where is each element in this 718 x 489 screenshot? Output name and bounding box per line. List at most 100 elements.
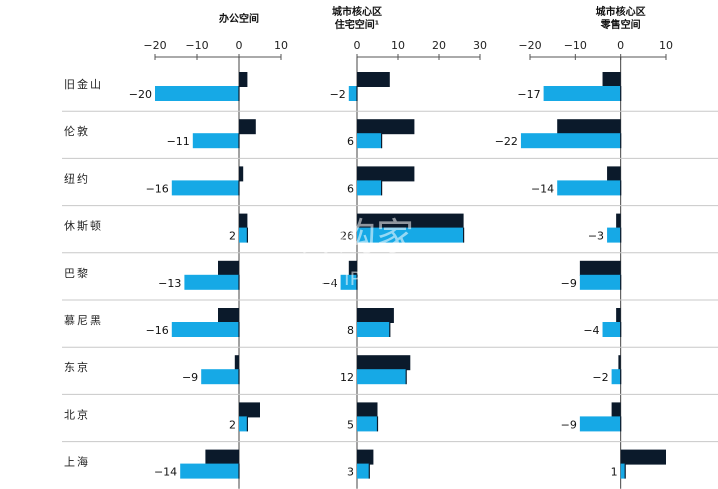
bar-dark — [357, 355, 411, 371]
category-label: 巴黎 — [64, 266, 90, 280]
category-label: 伦敦 — [64, 124, 90, 138]
bar-blue — [579, 416, 621, 432]
tick-label: 10 — [391, 39, 405, 52]
bar-dark — [239, 213, 248, 229]
data-label: 3 — [347, 466, 354, 479]
bar-dark — [218, 308, 239, 323]
bar-dark — [357, 72, 390, 87]
category-label: 纽约 — [64, 171, 90, 185]
bar-blue — [357, 416, 378, 432]
panel-title: 办公空间 — [219, 12, 259, 25]
data-label: −16 — [146, 324, 169, 337]
bar-blue — [557, 180, 621, 196]
bar-blue — [543, 86, 621, 101]
bar-dark — [602, 72, 621, 87]
bar-dark — [618, 355, 621, 371]
tick-label: 30 — [473, 39, 487, 52]
bar-blue — [155, 86, 239, 101]
data-label: −2 — [592, 371, 608, 384]
category-label: 慕尼黑 — [64, 313, 103, 327]
data-label: 2 — [229, 418, 236, 431]
data-label: 8 — [347, 324, 354, 337]
tick-label: 10 — [659, 39, 673, 52]
bar-dark — [239, 166, 244, 182]
bar-dark — [357, 119, 415, 135]
data-label: −14 — [531, 182, 554, 195]
data-label: −3 — [588, 230, 604, 243]
category-label: 旧金山 — [64, 77, 103, 91]
bar-blue — [184, 274, 239, 290]
bar-dark — [616, 213, 621, 229]
bar-dark — [616, 308, 621, 323]
category-label: 北京 — [64, 407, 90, 421]
data-label: −9 — [561, 418, 577, 431]
data-label: −17 — [517, 88, 540, 101]
data-label: 6 — [347, 135, 354, 148]
bar-blue — [607, 227, 621, 243]
data-label: 2 — [229, 230, 236, 243]
bar-blue — [357, 463, 370, 479]
category-label: 上海 — [64, 455, 90, 469]
bar-blue — [340, 274, 357, 290]
data-label: −9 — [561, 277, 577, 290]
bar-dark — [234, 355, 239, 371]
bar-dark — [611, 402, 621, 418]
panel-title: 住宅空间¹ — [335, 18, 379, 31]
tick-label: 0 — [236, 39, 243, 52]
bar-dark — [620, 449, 666, 465]
tick-label: −20 — [143, 39, 166, 52]
category-label: 东京 — [64, 360, 90, 374]
bar-blue — [357, 180, 382, 196]
bar-dark — [357, 213, 464, 229]
tick-label: −10 — [185, 39, 208, 52]
data-label: −9 — [182, 371, 198, 384]
bar-dark — [218, 260, 239, 276]
bar-dark — [239, 119, 256, 135]
panel-title: 零售空间 — [600, 18, 641, 31]
bar-blue — [357, 322, 390, 337]
tick-label: −20 — [518, 39, 541, 52]
tick-label: 20 — [432, 39, 446, 52]
tick-label: −10 — [564, 39, 587, 52]
data-label: 1 — [611, 466, 618, 479]
bar-blue — [357, 227, 464, 243]
bar-dark — [607, 166, 621, 182]
bar-blue — [602, 322, 621, 337]
data-label: −14 — [154, 466, 177, 479]
panel-title: 城市核心区 — [596, 5, 646, 18]
data-label: −13 — [158, 277, 181, 290]
bar-dark — [357, 308, 394, 323]
bar-dark — [579, 260, 621, 276]
bar-blue — [239, 416, 248, 432]
tick-label: 10 — [274, 39, 288, 52]
bar-blue — [357, 369, 407, 385]
bar-blue — [171, 180, 239, 196]
bar-dark — [205, 449, 239, 465]
bar-blue — [620, 463, 626, 479]
bar-blue — [520, 133, 621, 149]
data-label: 6 — [347, 182, 354, 195]
tick-label: 0 — [354, 39, 361, 52]
bar-blue — [579, 274, 621, 290]
category-label: 休斯顿 — [64, 219, 103, 233]
bar-blue — [611, 369, 621, 385]
bar-dark — [557, 119, 621, 135]
data-label: −22 — [495, 135, 518, 148]
bar-blue — [180, 463, 239, 479]
data-label: 5 — [347, 418, 354, 431]
bar-blue — [192, 133, 239, 149]
bar-blue — [239, 227, 248, 243]
watermark: 并购家 行业报告 IPOIPO.CN — [250, 213, 441, 290]
bar-dark — [348, 260, 357, 276]
bar-blue — [357, 133, 382, 149]
panel-title: 城市核心区 — [332, 5, 382, 18]
bar-dark — [239, 72, 248, 87]
data-label: −11 — [167, 135, 190, 148]
watermark-brand: 并购家 — [300, 215, 414, 259]
data-label: 26 — [340, 230, 354, 243]
data-label: −4 — [583, 324, 599, 337]
tick-label: 0 — [617, 39, 624, 52]
bar-dark — [357, 449, 374, 465]
bar-dark — [357, 166, 415, 182]
